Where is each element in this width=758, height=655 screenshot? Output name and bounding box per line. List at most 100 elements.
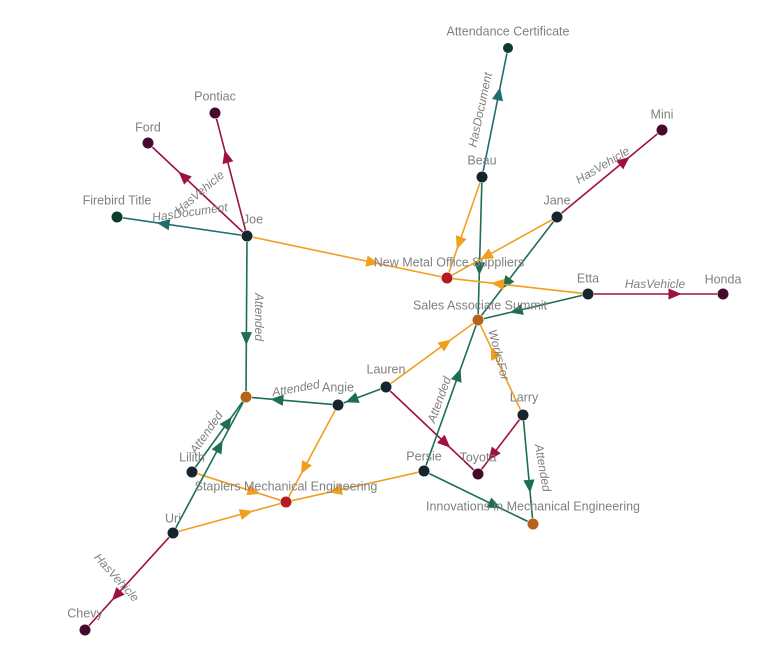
graph-edge[interactable] [425, 325, 477, 466]
node-label-staplers-mechanical-engineering: Staplers Mechanical Engineering [195, 479, 378, 493]
edge-arrowhead [329, 484, 343, 495]
graph-edge[interactable] [215, 118, 247, 231]
edge-arrowhead [270, 394, 284, 406]
graph-node-ford[interactable] [142, 137, 154, 149]
edge-line [252, 236, 442, 278]
node-label-new-metal-office-suppliers: New Metal Office Suppliers [374, 255, 525, 269]
graph-node-firebird-title[interactable] [111, 211, 123, 223]
graph-edge[interactable] [452, 277, 583, 295]
graph-node-joe[interactable] [241, 230, 253, 242]
graph-node-sales-associate-summit[interactable] [472, 314, 484, 326]
edge-arrowhead [156, 219, 171, 231]
graph-edge[interactable] [122, 217, 242, 236]
graph-edge[interactable] [151, 146, 244, 233]
graph-edge[interactable] [483, 294, 583, 320]
graph-edge[interactable] [594, 288, 717, 300]
graph-edge[interactable] [429, 472, 528, 523]
graph-edge[interactable] [448, 182, 481, 273]
node-labels-layer: Attendance Certificate Pontiac Ford Mini Bea… [67, 24, 741, 620]
graph-node-new-metal-office-suppliers[interactable] [441, 272, 453, 284]
edge-arrowhead [509, 304, 524, 315]
graph-edge[interactable] [197, 473, 281, 501]
graph-node-uri[interactable] [167, 527, 179, 539]
edge-arrowhead [178, 171, 192, 185]
graph-node-innovations-in-mechanical-engineering[interactable] [527, 518, 539, 530]
edge-arrowhead [474, 262, 486, 276]
edge-arrowhead [111, 587, 125, 601]
graph-edge[interactable] [240, 241, 253, 392]
edge-line [389, 390, 475, 471]
graph-node-jane[interactable] [551, 211, 563, 223]
graph-edge[interactable] [390, 322, 474, 385]
graph-edge[interactable] [251, 394, 333, 406]
node-label-attendance-certificate: Attendance Certificate [447, 24, 570, 38]
graph-node-toyota[interactable] [472, 468, 484, 480]
edge-arrowhead [365, 255, 380, 267]
graph-node-mini[interactable] [656, 124, 668, 136]
node-label-pontiac: Pontiac [194, 89, 236, 103]
edge-arrowhead [211, 440, 223, 455]
edge-arrowhead [455, 235, 467, 250]
graph-node-persie[interactable] [418, 465, 430, 477]
graph-edge[interactable] [291, 471, 419, 502]
graph-node-lauren[interactable] [380, 381, 392, 393]
node-label-angie: Angie [322, 380, 354, 394]
edge-line [151, 146, 244, 233]
edge-arrowhead [488, 446, 501, 461]
graph-edge[interactable] [175, 401, 244, 529]
graph-edge[interactable] [343, 388, 381, 404]
graph-node-angie[interactable] [332, 399, 344, 411]
graph-node-chevy[interactable] [79, 624, 91, 636]
graph-node-honda[interactable] [717, 288, 729, 300]
graph-edge[interactable] [482, 53, 508, 172]
node-label-chevy: Chevy [67, 606, 103, 620]
graph-edge[interactable] [474, 182, 486, 315]
graph-edge[interactable] [88, 536, 170, 627]
graph-node-attendance-certificate[interactable] [503, 43, 513, 53]
edge-arrowhead [436, 434, 451, 448]
edge-arrowhead [668, 288, 682, 300]
graph-edge[interactable] [481, 419, 520, 470]
node-label-persie: Persie [406, 449, 441, 463]
graph-edge[interactable] [522, 420, 535, 519]
graph-node-larry[interactable] [517, 409, 529, 421]
edge-line [481, 221, 554, 316]
edge-line [481, 419, 520, 470]
graph-edge[interactable] [194, 401, 244, 468]
edge-line [448, 182, 481, 273]
edge-arrowhead [437, 339, 452, 352]
node-label-jane: Jane [543, 193, 570, 207]
graph-edge[interactable] [389, 390, 475, 471]
graph-edge[interactable] [252, 236, 442, 278]
graph-edge[interactable] [178, 502, 281, 533]
graph-node-staplers-mechanical-engineering[interactable] [280, 496, 292, 508]
graph-node-etta[interactable] [582, 288, 594, 300]
node-label-lilith: Lilith [179, 450, 205, 464]
graph-edge[interactable] [451, 219, 553, 276]
edge-arrowhead [246, 484, 261, 496]
edge-line [215, 118, 247, 231]
graph-edge[interactable] [561, 133, 658, 214]
graph-node-lilith[interactable] [186, 466, 198, 478]
graph-node-beau[interactable] [476, 171, 488, 183]
edge-arrowhead [300, 460, 312, 475]
edge-line [429, 472, 528, 523]
node-label-firebird-title: Firebird Title [83, 193, 152, 207]
node-label-beau: Beau [467, 153, 496, 167]
graph-edge[interactable] [479, 325, 522, 410]
edge-arrowhead [219, 416, 232, 431]
node-label-sales-associate-summit: Sales Associate Summit [413, 298, 548, 312]
edge-arrowhead [345, 392, 360, 403]
edge-line [197, 473, 281, 501]
edge-arrowhead [238, 509, 253, 520]
node-label-lauren: Lauren [367, 362, 406, 376]
node-label-joe: Joe [243, 212, 263, 226]
edge-arrowhead [492, 87, 503, 102]
graph-edge[interactable] [288, 409, 336, 498]
edge-arrowhead [523, 479, 535, 493]
edge-line [425, 325, 477, 466]
graph-node-pontiac[interactable] [209, 107, 221, 119]
graph-node-staplers-event[interactable] [240, 391, 252, 403]
